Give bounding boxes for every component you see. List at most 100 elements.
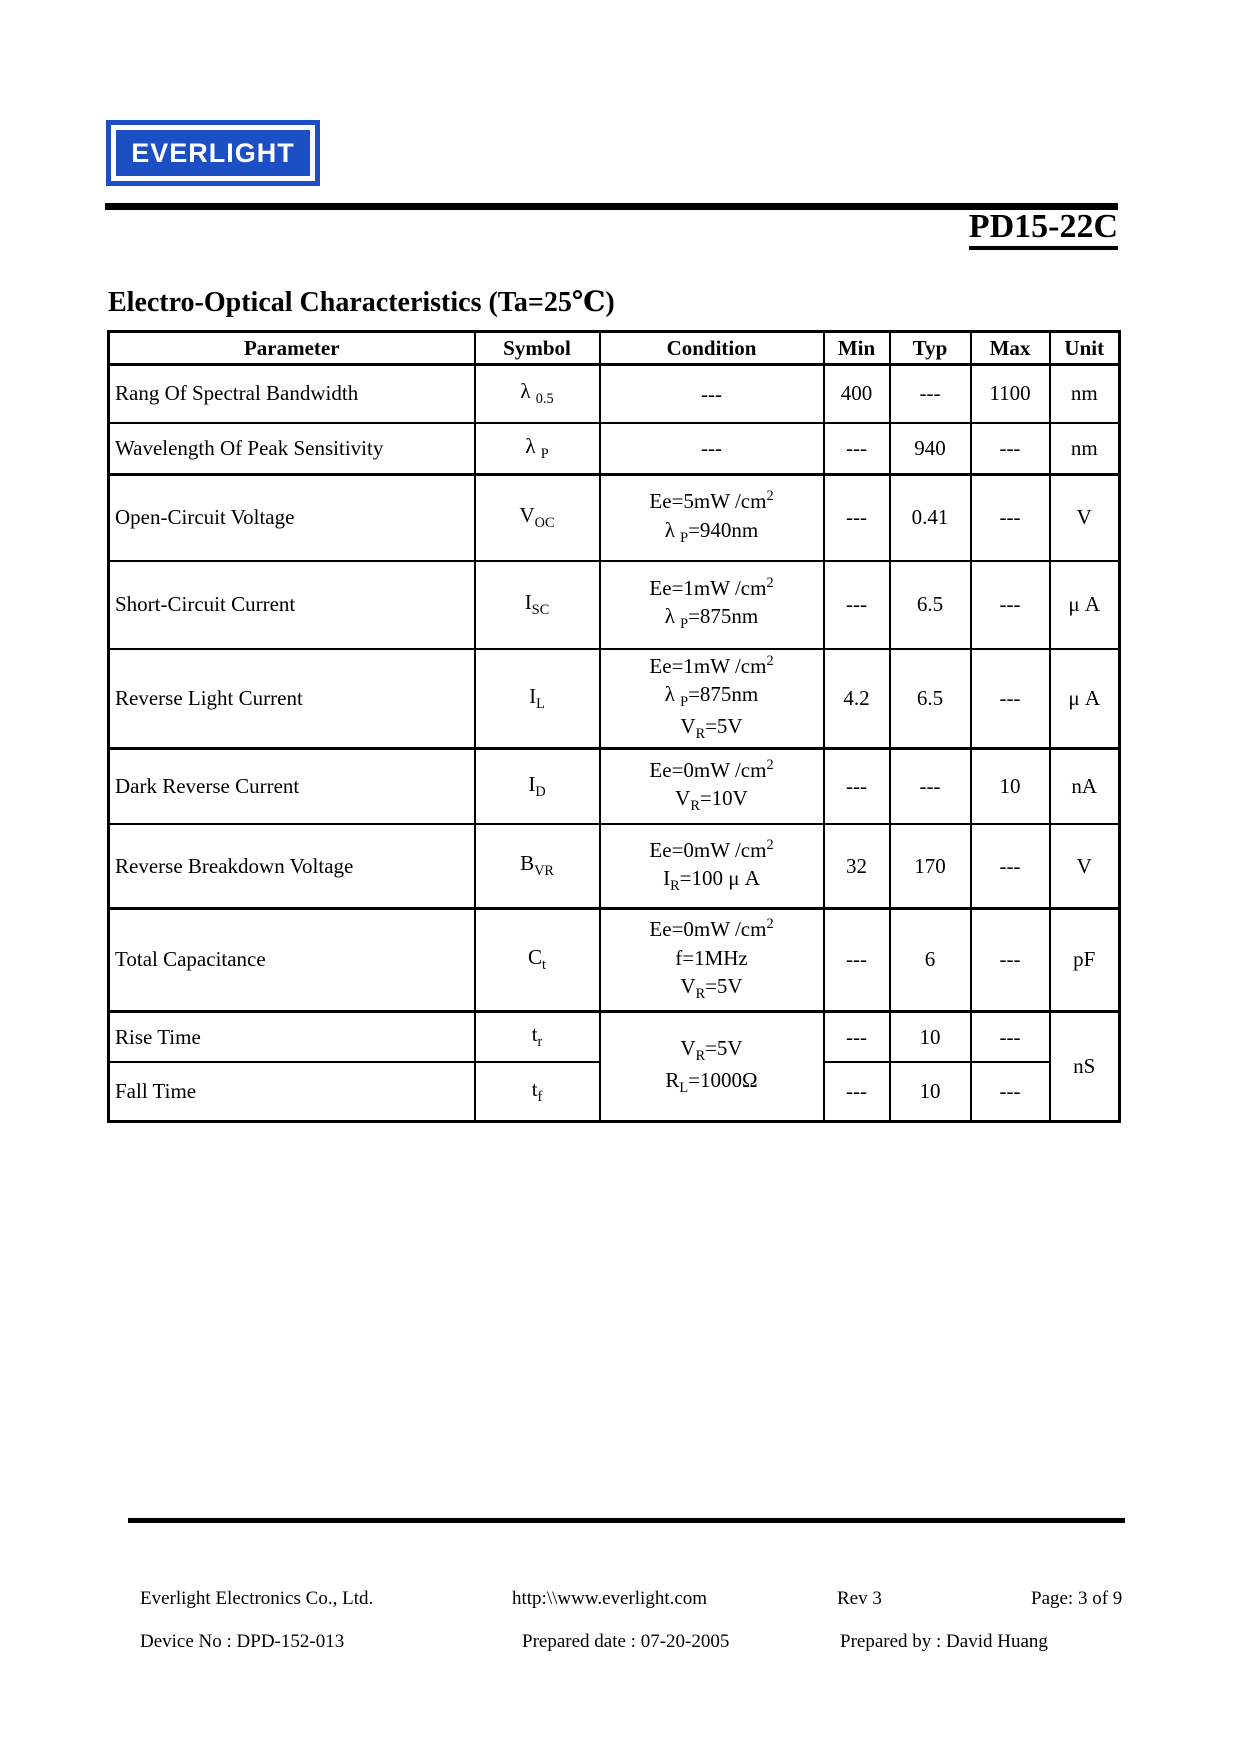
condition-line: VR=5V — [680, 973, 743, 1003]
cell-symbol: Ct — [473, 907, 601, 1013]
cell-min: 4.2 — [822, 647, 891, 750]
cell-max: --- — [969, 907, 1051, 1013]
cell-min: --- — [822, 473, 891, 562]
col-header-parameter: Parameter — [107, 330, 476, 366]
table-row: Open-Circuit Voltage VOC Ee=5mW /cm2 λ P=94… — [107, 473, 1121, 562]
cell-min: --- — [822, 421, 891, 476]
condition-line: VR=5V — [680, 714, 743, 743]
condition-line: --- — [701, 436, 722, 461]
condition-line: VR=10V — [675, 786, 748, 815]
cell-typ: 940 — [888, 421, 972, 476]
cell-min: --- — [822, 747, 891, 826]
col-header-condition: Condition — [598, 330, 825, 366]
condition-line: RL=1000Ω — [665, 1068, 758, 1097]
cell-typ: --- — [888, 363, 972, 424]
col-header-symbol: Symbol — [473, 330, 601, 366]
cell-max: --- — [969, 421, 1051, 476]
cell-min: --- — [822, 907, 891, 1013]
header-divider — [105, 203, 1118, 210]
cell-parameter: Wavelength Of Peak Sensitivity — [107, 421, 476, 476]
cell-symbol: tf — [473, 1061, 601, 1123]
footer-revision: Rev 3 — [837, 1588, 882, 1609]
table-row: Reverse Light Current IL Ee=1mW /cm2 λ P=87… — [107, 647, 1121, 750]
cell-typ: 10 — [888, 1010, 972, 1064]
table-row: Dark Reverse Current ID Ee=0mW /cm2 VR=10V -… — [107, 747, 1121, 826]
cell-condition: Ee=1mW /cm2 λ P=875nm VR=5V — [598, 647, 825, 750]
cell-unit: pF — [1048, 907, 1121, 1013]
everlight-logo-text: EVERLIGHT — [116, 130, 310, 176]
cell-max: 10 — [969, 747, 1051, 826]
cell-unit: nm — [1048, 363, 1121, 424]
cell-unit: nS — [1048, 1010, 1121, 1123]
section-title: Electro-Optical Characteristics (Ta=25℃) — [108, 287, 615, 318]
cell-max: --- — [969, 1010, 1051, 1064]
col-header-unit: Unit — [1048, 330, 1121, 366]
col-header-min: Min — [822, 330, 891, 366]
cell-min: 400 — [822, 363, 891, 424]
table-row: Short-Circuit Current ISC Ee=1mW /cm2 λ P=8… — [107, 559, 1121, 650]
eo-characteristics-table: Parameter Symbol Condition Min Typ Max U… — [107, 330, 1121, 1123]
cell-parameter: Open-Circuit Voltage — [107, 473, 476, 562]
cell-unit: V — [1048, 473, 1121, 562]
condition-line: Ee=1mW /cm2 — [649, 575, 774, 601]
cell-parameter: Dark Reverse Current — [107, 747, 476, 826]
cell-min: --- — [822, 1010, 891, 1064]
cell-max: --- — [969, 473, 1051, 562]
cell-max: --- — [969, 1061, 1051, 1123]
cell-symbol: tr — [473, 1010, 601, 1064]
condition-line: Ee=0mW /cm2 — [649, 916, 774, 942]
cell-parameter: Short-Circuit Current — [107, 559, 476, 650]
footer-company: Everlight Electronics Co., Ltd. — [140, 1588, 374, 1609]
cell-condition: Ee=0mW /cm2 IR=100 μ A — [598, 823, 825, 910]
table-body: Rang Of Spectral Bandwidth λ 0.5 --- 400 ---… — [107, 363, 1121, 1123]
condition-line: Ee=1mW /cm2 — [649, 652, 774, 678]
cell-parameter: Rang Of Spectral Bandwidth — [107, 363, 476, 424]
cell-condition: VR=5V RL=1000Ω — [598, 1010, 825, 1123]
cell-typ: 0.41 — [888, 473, 972, 562]
cell-condition: --- — [598, 421, 825, 476]
cell-symbol: IL — [473, 647, 601, 750]
cell-parameter: Total Capacitance — [107, 907, 476, 1013]
cell-typ: 6 — [888, 907, 972, 1013]
cell-max: --- — [969, 823, 1051, 910]
condition-line: λ P=875nm — [664, 604, 759, 633]
condition-line: VR=5V — [680, 1035, 743, 1064]
table-row: Rise Time tr VR=5V RL=1000Ω --- 10 --- nS — [107, 1010, 1121, 1123]
table-header-row: Parameter Symbol Condition Min Typ Max U… — [107, 330, 1121, 366]
cell-parameter: Rise Time — [107, 1010, 476, 1064]
cell-typ: 170 — [888, 823, 972, 910]
cell-parameter: Reverse Breakdown Voltage — [107, 823, 476, 910]
condition-line: f=1MHz — [675, 945, 748, 970]
cell-condition: Ee=0mW /cm2 VR=10V — [598, 747, 825, 826]
cell-condition: --- — [598, 363, 825, 424]
everlight-logo: EVERLIGHT — [106, 120, 320, 186]
footer-prepared-date: Prepared date : 07-20-2005 — [522, 1631, 730, 1652]
table-row: Fall Time tf --- 10 --- — [107, 1061, 1120, 1123]
cell-min: 32 — [822, 823, 891, 910]
cell-typ: 6.5 — [888, 559, 972, 650]
part-number: PD15-22C — [968, 208, 1118, 251]
cell-max: 1100 — [969, 363, 1051, 424]
cell-max: --- — [969, 559, 1051, 650]
cell-unit: V — [1048, 823, 1121, 910]
col-header-typ: Typ — [888, 330, 972, 366]
cell-parameter: Fall Time — [107, 1061, 476, 1123]
cell-min: --- — [822, 559, 891, 650]
condition-line: λ P=875nm — [664, 681, 759, 711]
footer-divider — [128, 1518, 1125, 1523]
cell-condition: Ee=0mW /cm2 f=1MHz VR=5V — [598, 907, 825, 1013]
footer-page-number: Page: 3 of 9 — [1031, 1588, 1123, 1609]
cell-unit: nA — [1048, 747, 1121, 826]
cell-unit: μ A — [1048, 647, 1121, 750]
col-header-max: Max — [969, 330, 1051, 366]
table-row: Reverse Breakdown Voltage BVR Ee=0mW /cm2 I… — [107, 823, 1121, 910]
cell-min: --- — [822, 1061, 891, 1123]
condition-line: Ee=0mW /cm2 — [649, 836, 774, 862]
table-row: Rang Of Spectral Bandwidth λ 0.5 --- 400 ---… — [107, 363, 1121, 424]
condition-line: Ee=0mW /cm2 — [649, 757, 774, 783]
condition-line: IR=100 μ A — [663, 865, 760, 895]
cell-unit: nm — [1048, 421, 1121, 476]
cell-symbol: VOC — [473, 473, 601, 562]
cell-symbol: ID — [473, 747, 601, 826]
